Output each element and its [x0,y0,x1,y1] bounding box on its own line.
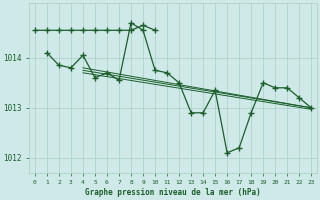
X-axis label: Graphe pression niveau de la mer (hPa): Graphe pression niveau de la mer (hPa) [85,188,261,197]
